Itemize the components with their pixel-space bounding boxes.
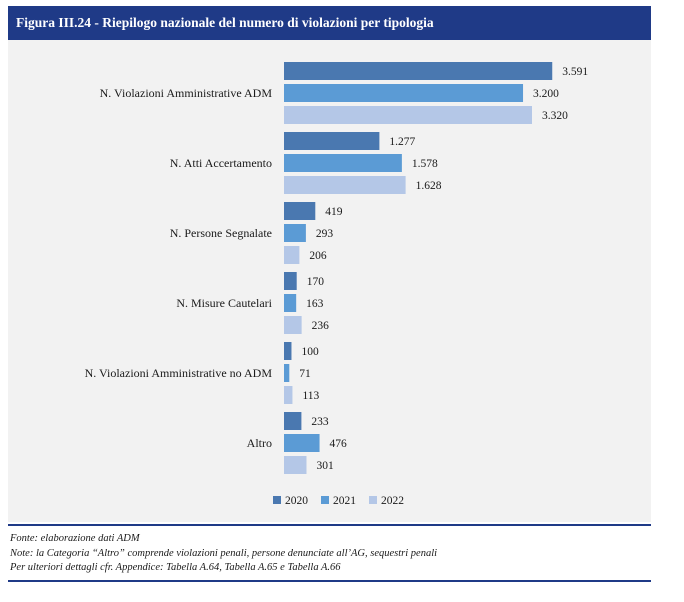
data-label: 233 (311, 416, 329, 428)
legend-swatch-2022 (369, 496, 377, 504)
bar-2022 (284, 106, 533, 124)
data-label: 113 (302, 390, 319, 402)
data-label: 293 (316, 228, 334, 240)
details-note: Per ulteriori dettagli cfr. Appendice: T… (10, 562, 341, 573)
bar-2020 (284, 412, 302, 430)
data-label: 419 (325, 206, 343, 218)
data-label: 301 (316, 460, 334, 472)
data-label: 3.320 (542, 110, 568, 122)
category-label: Altro (247, 436, 272, 450)
chart-area: N. Violazioni Amministrative ADM 3.591 3.2… (8, 40, 651, 522)
bar-2020 (284, 62, 553, 80)
data-label: 1.277 (389, 136, 415, 148)
data-label: 71 (299, 368, 311, 380)
data-label: 236 (312, 320, 330, 332)
data-label: 206 (309, 250, 327, 262)
legend-label: 2021 (333, 495, 356, 507)
figure-title: Figura III.24 - Riepilogo nazionale del … (8, 6, 651, 40)
bar-2022 (284, 456, 307, 474)
data-label: 170 (307, 276, 325, 288)
bar-2021 (284, 84, 524, 102)
bar-2021 (284, 154, 402, 172)
data-label: 476 (330, 438, 348, 450)
legend-label: 2020 (285, 495, 308, 507)
category-label: N. Violazioni Amministrative no ADM (85, 366, 273, 380)
category-label: N. Persone Segnalate (170, 226, 272, 240)
bar-2021 (284, 364, 290, 382)
bar-2022 (284, 316, 302, 334)
category-label: N. Atti Accertamento (170, 156, 272, 170)
top-rule (8, 524, 651, 526)
data-label: 100 (301, 346, 319, 358)
legend-swatch-2020 (273, 496, 281, 504)
data-label: 3.200 (533, 88, 559, 100)
data-label: 163 (306, 298, 324, 310)
figure-notes: Fonte: elaborazione dati ADM Note: la Ca… (10, 532, 650, 576)
source-note: Fonte: elaborazione dati ADM (10, 533, 140, 544)
data-label: 1.578 (412, 158, 438, 170)
category-label: N. Violazioni Amministrative ADM (100, 86, 273, 100)
bar-2020 (284, 202, 316, 220)
data-label: 1.628 (416, 180, 442, 192)
bar-2021 (284, 434, 320, 452)
bar-2021 (284, 224, 306, 242)
data-label: 3.591 (562, 66, 588, 78)
bar-2021 (284, 294, 297, 312)
legend-swatch-2021 (321, 496, 329, 504)
bar-2020 (284, 342, 292, 360)
bar-2022 (284, 386, 293, 404)
legend-label: 2022 (381, 495, 404, 507)
bar-2022 (284, 176, 406, 194)
bar-2022 (284, 246, 300, 264)
bar-chart: N. Violazioni Amministrative ADM 3.5913.2… (85, 62, 588, 507)
category-label: N. Misure Cautelari (176, 296, 272, 310)
bottom-rule (8, 580, 651, 582)
category-note: Note: la Categoria “Altro” comprende vio… (10, 547, 438, 559)
bar-2020 (284, 272, 297, 290)
bar-2020 (284, 132, 380, 150)
